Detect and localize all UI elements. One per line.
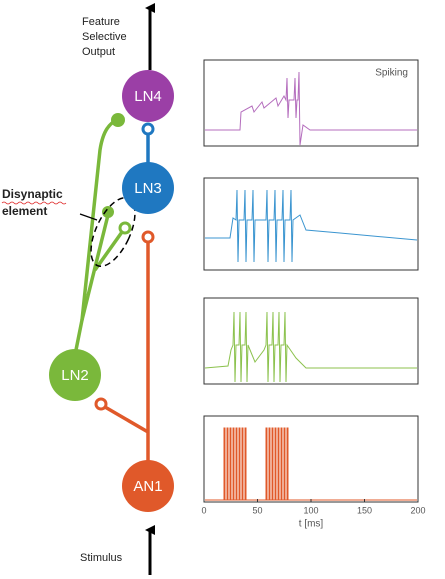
synapse — [94, 397, 108, 411]
trace — [205, 189, 418, 263]
output-label: Output — [82, 46, 115, 58]
spell-underline — [1, 201, 67, 205]
input-label: Stimulus — [80, 552, 123, 564]
synapse — [118, 221, 132, 235]
annotation: Disynaptic — [2, 187, 63, 201]
x-tick-label: 0 — [201, 505, 206, 515]
x-tick-label: 200 — [410, 505, 425, 515]
neuron-label: LN2 — [61, 367, 89, 384]
trace-panel — [203, 177, 419, 271]
trace — [205, 71, 417, 146]
trace — [205, 427, 417, 501]
ln2-axon — [73, 118, 124, 356]
synapse — [141, 230, 155, 244]
an1-axon — [104, 243, 150, 465]
synapse — [102, 206, 114, 218]
neuron-label: LN4 — [134, 88, 162, 105]
output-label: Selective — [82, 31, 127, 43]
output-label: Feature — [82, 16, 120, 28]
neuron-label: LN3 — [134, 180, 162, 197]
neuron — [122, 162, 174, 214]
trace — [204, 311, 417, 383]
neuron — [49, 349, 101, 401]
neuron — [122, 460, 174, 512]
x-tick-label: 100 — [303, 505, 318, 515]
annotation: element — [2, 204, 47, 218]
x-tick-label: 150 — [357, 505, 372, 515]
axis-label: t [ms] — [299, 519, 324, 530]
trace-panel — [203, 59, 419, 147]
synapse — [111, 113, 125, 127]
trace-panel — [203, 297, 419, 385]
neuron — [122, 70, 174, 122]
panel-label: Spiking — [375, 68, 408, 79]
pointer — [79, 213, 98, 221]
x-tick-label: 50 — [252, 505, 262, 515]
synapse — [141, 122, 155, 136]
neuron-label: AN1 — [133, 478, 162, 495]
